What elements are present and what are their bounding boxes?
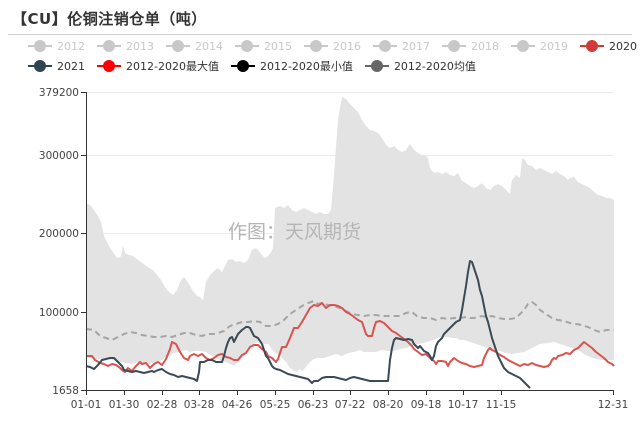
- legend-row-1: 2012 2013 2014 2015 2016 2017 2018 2019 …: [28, 36, 640, 56]
- legend-marker-icon: [166, 40, 190, 52]
- legend-item-2021[interactable]: 2021: [28, 60, 85, 73]
- y-axis: [81, 92, 87, 391]
- legend-item-2018[interactable]: 2018: [442, 40, 499, 53]
- x-tick-label: 09-18: [411, 399, 442, 411]
- legend-marker-icon: [442, 40, 466, 52]
- legend-row-2: 2021 2012-2020最大值 2012-2020最小值 2012-2020…: [28, 56, 488, 76]
- x-tick-label: 01-01: [71, 399, 102, 411]
- title-divider: [8, 34, 632, 35]
- legend-marker-icon: [97, 40, 121, 52]
- x-axis: [86, 390, 614, 395]
- y-tick-label: 379200: [39, 87, 79, 99]
- x-tick-label: 12-31: [598, 399, 629, 411]
- legend-item-min[interactable]: 2012-2020最小值: [230, 58, 353, 74]
- legend-item-2014[interactable]: 2014: [166, 40, 223, 53]
- legend-marker-icon: [580, 40, 604, 52]
- x-tick-label: 04-26: [222, 399, 253, 411]
- legend-item-2016[interactable]: 2016: [304, 40, 361, 53]
- x-tick-label: 02-28: [147, 399, 178, 411]
- x-tick-label: 08-20: [373, 399, 404, 411]
- legend-item-2019[interactable]: 2019: [511, 40, 568, 53]
- legend-marker-icon: [28, 60, 52, 72]
- y-tick-label: 200000: [39, 228, 79, 240]
- x-tick-label: 01-30: [109, 399, 140, 411]
- legend-item-max[interactable]: 2012-2020最大值: [97, 58, 219, 74]
- legend-item-2015[interactable]: 2015: [235, 40, 292, 53]
- series-2021-line: [85, 260, 531, 389]
- x-tick-label: 03-28: [184, 399, 215, 411]
- mean-line: [85, 299, 614, 342]
- max-min-range-area: [86, 97, 614, 372]
- x-tick-label: 11-15: [486, 399, 517, 411]
- legend-marker-icon: [511, 40, 535, 52]
- legend-marker-icon: [364, 60, 389, 72]
- y-tick-labels: 379200 300000 200000 100000 1658: [39, 87, 79, 397]
- x-tick-labels: 01-01 01-30 02-28 03-28 04-26 05-25 06-2…: [71, 399, 629, 411]
- legend-marker-icon: [373, 40, 397, 52]
- x-tick-label: 06-23: [298, 399, 329, 411]
- legend-marker-icon: [28, 40, 52, 52]
- y-tick-label: 100000: [39, 307, 79, 319]
- legend-item-2013[interactable]: 2013: [97, 40, 154, 53]
- legend-marker-icon: [235, 40, 259, 52]
- legend-item-2012[interactable]: 2012: [28, 40, 85, 53]
- legend-item-2020[interactable]: 2020: [580, 40, 637, 53]
- series-2020-line: [86, 302, 615, 373]
- legend-marker-icon: [97, 60, 121, 72]
- legend-marker-icon: [230, 60, 255, 72]
- y-tick-label: 300000: [39, 150, 79, 162]
- watermark-text: 作图：天风期货: [228, 221, 361, 243]
- x-tick-label: 07-22: [335, 399, 366, 411]
- x-tick-label: 05-25: [260, 399, 291, 411]
- legend-item-mean[interactable]: 2012-2020均值: [364, 58, 476, 74]
- legend-marker-icon: [304, 40, 328, 52]
- x-tick-label: 10-17: [448, 399, 479, 411]
- legend-item-2017[interactable]: 2017: [373, 40, 430, 53]
- y-tick-label: 1658: [52, 385, 79, 397]
- chart-title: 【CU】伦铜注销仓单（吨）: [12, 10, 207, 28]
